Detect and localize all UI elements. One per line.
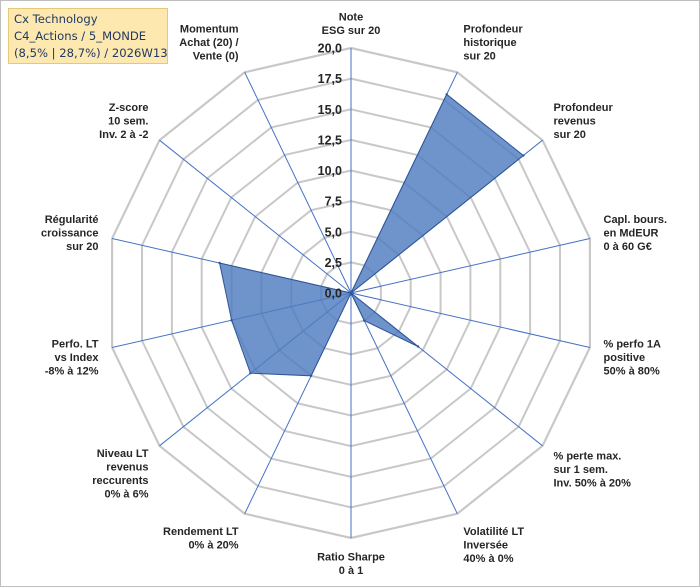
series-point-1 (445, 93, 448, 96)
r-tick-label: 7,5 (325, 195, 342, 209)
axis-label-line: % perfo 1A (604, 338, 662, 350)
axis-label-line: historique (463, 37, 516, 49)
axis-label-line: 0% à 20% (188, 539, 238, 551)
title-line-1: Cx Technology (14, 12, 98, 26)
r-tick-label: 5,0 (325, 225, 342, 239)
axis-label-line: Volatilité LT (463, 526, 524, 538)
axis-label-line: en MdEUR (604, 228, 659, 240)
spoke-6 (350, 292, 458, 514)
axis-label-line: Ratio Sharpe (317, 552, 385, 564)
series-point-13 (349, 291, 353, 295)
r-tick-label: 12,5 (318, 133, 342, 147)
spoke-12 (159, 139, 352, 294)
series-point-6 (363, 319, 366, 322)
axis-label-line: 50% à 80% (604, 365, 660, 377)
axis-label-line: positive (604, 352, 646, 364)
axis-label-line: Profondeur (554, 102, 614, 114)
r-tick-label: 0,0 (325, 287, 342, 301)
series-point-8 (309, 374, 313, 377)
axis-label-line: Perfo. LT (52, 338, 99, 350)
axis-label-line: ESG sur 20 (322, 25, 381, 37)
axis-label-line: Z-score (109, 102, 149, 114)
axis-label-line: revenus (554, 116, 596, 128)
axis-label-8: Rendement LT0% à 20% (163, 526, 239, 552)
axis-label-line: Niveau LT (97, 448, 149, 460)
axis-label-line: 10 sem. (108, 116, 148, 128)
axis-label-line: sur 20 (463, 51, 495, 63)
axis-label-line: 0% à 6% (104, 488, 148, 500)
axis-label-line: sur 20 (554, 129, 586, 141)
axis-label-line: 0 à 1 (339, 565, 363, 577)
axis-label-line: sur 1 sem. (554, 464, 608, 476)
axis-label-line: sur 20 (66, 241, 98, 253)
axis-label-line: Profondeur (463, 24, 523, 36)
axis-label-10: Perfo. LT vs Index-8% à 12% (45, 338, 100, 377)
r-tick-label: 20,0 (318, 42, 342, 56)
r-tick-label: 17,5 (318, 72, 342, 86)
axis-label-12: Z-score 10 sem.Inv. 2 à -2 (99, 102, 148, 141)
title-line-3: (8,5% | 28,7%) / 2026W13 (14, 46, 168, 60)
axis-label-line: Momentum (180, 24, 239, 36)
r-tick-label: 15,0 (318, 103, 342, 117)
axis-label-line: croissance (41, 228, 98, 240)
axis-label-line: % perte max. (554, 450, 622, 462)
axis-label-line: Inv. 50% à 20% (554, 477, 632, 489)
spoke-3 (350, 238, 591, 294)
axis-label-line: vs Index (54, 352, 99, 364)
tick-label-layer: 0,0 2,5 5,0 7,5 10,0 12,5 15,0 17,5 20,0 (318, 42, 342, 301)
axis-label-line: Capl. bours. (604, 214, 668, 226)
axis-label-line: Régularité (45, 214, 99, 226)
axis-label-line: -8% à 12% (45, 365, 99, 377)
r-tick-label: 2,5 (325, 256, 342, 270)
axis-label-line: 40% à 0% (463, 553, 513, 565)
series-point-9 (249, 372, 252, 375)
axis-label-line: Inversée (463, 539, 508, 551)
series-point-2 (522, 154, 525, 157)
spoke-4 (350, 292, 591, 348)
series-area (218, 93, 525, 377)
axis-label-line: Rendement LT (163, 526, 239, 538)
axis-label-line: 0 à 60 G€ (604, 241, 652, 253)
axis-label-line: Vente (0) (193, 51, 239, 63)
axis-label-line: Note (339, 12, 363, 24)
series-point-5 (416, 345, 420, 348)
series-point-10 (230, 319, 233, 322)
series-layer (218, 93, 525, 377)
chart-title-box: Cx Technology C4_Actions / 5_MONDE (8,5%… (8, 8, 168, 64)
axis-label-5: % perte max. sur 1 sem.Inv. 50% à 20% (554, 450, 632, 489)
r-tick-label: 10,0 (318, 164, 342, 178)
series-point-11 (218, 261, 221, 265)
axis-label-line: reccurents (92, 475, 148, 487)
spoke-13 (244, 72, 352, 294)
title-line-2: C4_Actions / 5_MONDE (14, 29, 147, 43)
axis-label-line: revenus (106, 461, 148, 473)
axis-label-line: Achat (20) / (179, 37, 238, 49)
axis-label-line: Inv. 2 à -2 (99, 129, 148, 141)
